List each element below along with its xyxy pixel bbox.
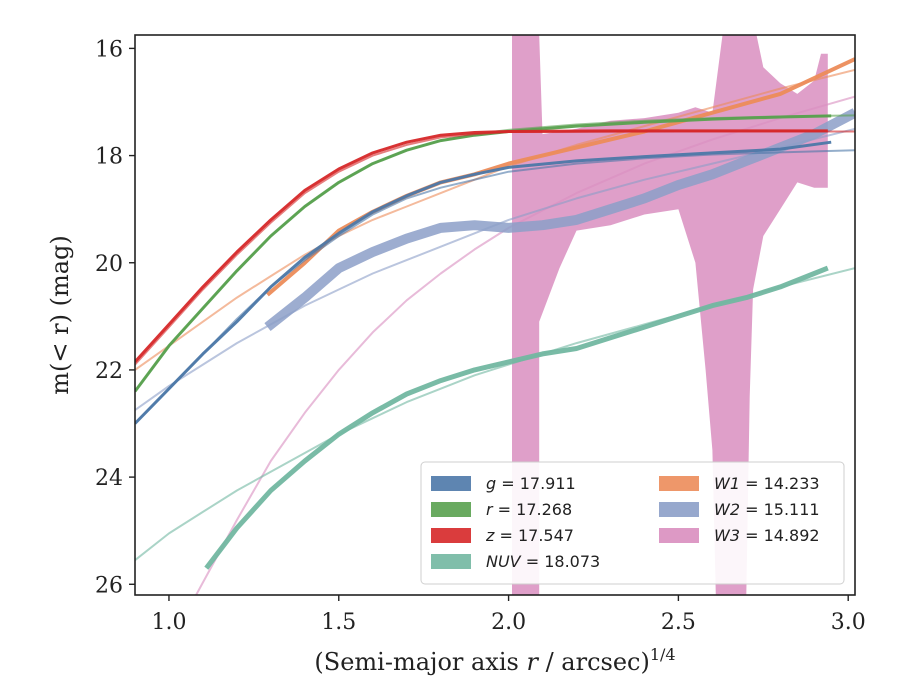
x-axis: 1.0 1.5 2.0 2.5 3.0 bbox=[151, 595, 866, 635]
series-z bbox=[135, 129, 855, 366]
x-tick-label: 1.0 bbox=[151, 610, 186, 635]
data-line-g bbox=[135, 140, 832, 425]
legend-label: W3 = 14.892 bbox=[714, 526, 820, 545]
y-tick-label: 24 bbox=[95, 466, 123, 491]
legend-item-w1: W1 = 14.233 bbox=[659, 474, 820, 493]
legend-swatch bbox=[659, 502, 699, 517]
y-axis: 16 18 20 22 24 26 bbox=[95, 37, 135, 598]
legend-box bbox=[420, 461, 845, 585]
y-tick-label: 18 bbox=[95, 145, 123, 170]
legend-item-z: z = 17.547 bbox=[431, 526, 574, 545]
legend-swatch bbox=[659, 476, 699, 491]
legend-swatch bbox=[431, 554, 471, 569]
uncertainty-band-w3 bbox=[512, 35, 828, 595]
data-line-z bbox=[135, 129, 828, 363]
x-axis-title-unit: / arcsec) bbox=[538, 648, 650, 676]
data-line-nuv bbox=[204, 265, 829, 570]
series-w2 bbox=[135, 108, 855, 411]
plot-area bbox=[135, 35, 855, 595]
legend-label: NUV = 18.073 bbox=[486, 552, 600, 571]
y-tick-label: 22 bbox=[95, 359, 123, 384]
x-tick-label: 3.0 bbox=[831, 610, 866, 635]
series-w3 bbox=[195, 35, 855, 595]
legend-item-g: g = 17.911 bbox=[431, 474, 576, 493]
y-tick-label: 16 bbox=[95, 37, 123, 62]
legend-label: W2 = 15.111 bbox=[714, 500, 820, 519]
plot-frame bbox=[134, 34, 856, 596]
data-line-w2 bbox=[264, 108, 855, 332]
x-axis-title-sup: 1/4 bbox=[650, 645, 676, 664]
x-axis-title: (Semi-major axis r / arcsec)1/4 bbox=[314, 645, 675, 676]
legend-swatch bbox=[659, 528, 699, 543]
series-g bbox=[135, 140, 855, 425]
legend-label: z = 17.547 bbox=[485, 526, 574, 545]
series-nuv bbox=[135, 265, 855, 570]
legend-item-r: r = 17.268 bbox=[431, 500, 572, 519]
x-axis-title-var: r bbox=[526, 648, 539, 676]
legend-label: r = 17.268 bbox=[486, 500, 572, 519]
legend-item-w2: W2 = 15.111 bbox=[659, 500, 820, 519]
legend-swatch bbox=[431, 502, 471, 517]
y-tick-label: 20 bbox=[95, 252, 123, 277]
y-axis-title: m(< r) (mag) bbox=[46, 235, 74, 394]
model-line-w2 bbox=[135, 127, 855, 411]
x-tick-label: 2.5 bbox=[661, 610, 696, 635]
x-axis-title-main: (Semi-major axis bbox=[314, 648, 526, 676]
legend: g = 17.911 r = 17.268 z = 17.547 NUV = 18.0… bbox=[420, 461, 845, 585]
legend-swatch bbox=[431, 528, 471, 543]
data-line-r bbox=[135, 114, 832, 393]
legend-label: W1 = 14.233 bbox=[714, 474, 820, 493]
x-tick-label: 1.5 bbox=[321, 610, 356, 635]
y-tick-label: 26 bbox=[95, 573, 123, 598]
legend-item-w3: W3 = 14.892 bbox=[659, 526, 820, 545]
legend-item-nuv: NUV = 18.073 bbox=[431, 552, 600, 571]
legend-label: g = 17.911 bbox=[486, 474, 576, 493]
series-r bbox=[135, 114, 855, 393]
legend-swatch bbox=[431, 476, 471, 491]
x-tick-label: 2.0 bbox=[491, 610, 526, 635]
